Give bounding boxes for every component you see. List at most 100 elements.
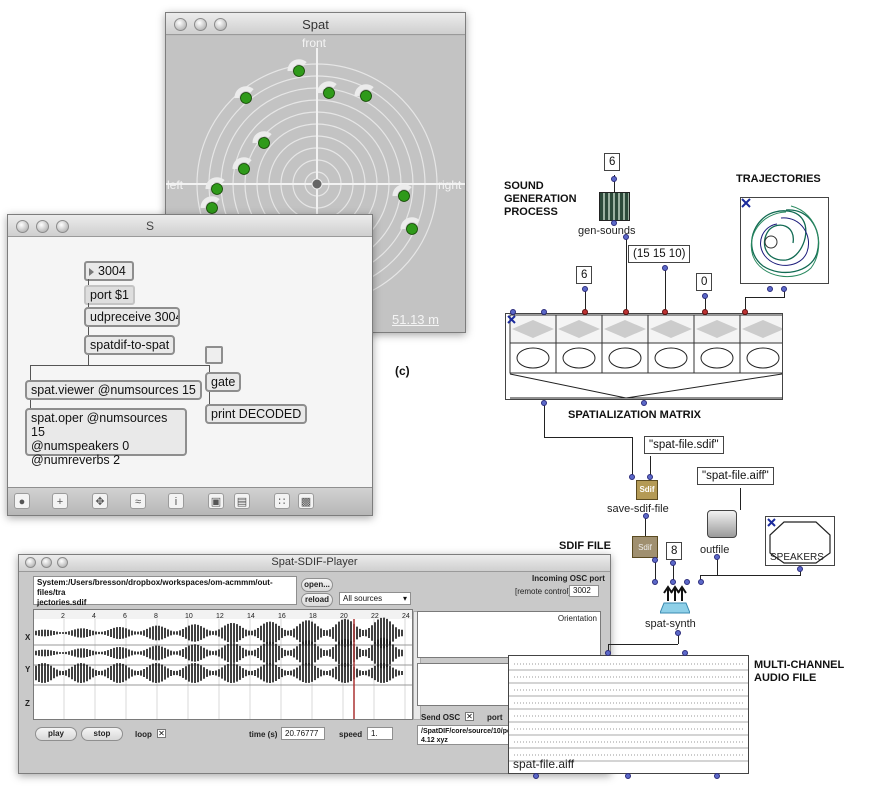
move-icon[interactable]: ✥ [92,493,108,509]
spat-synth-icon[interactable] [659,585,691,615]
trajectory-timeline[interactable]: 2 4 6 8 10 12 14 16 18 20 22 24 [33,609,413,720]
outlet[interactable] [643,513,649,519]
aperture-graph[interactable]: Aperture [417,663,601,706]
close-button[interactable] [25,557,36,568]
toggle-box[interactable] [205,346,223,364]
spat-oper-object[interactable]: spat.oper @numsources 15 @numspeakers 0 … [25,408,187,467]
input-box-6[interactable]: 6 [576,266,593,284]
outlet[interactable] [623,234,629,240]
sound-source [206,202,218,214]
grid-icon[interactable]: ∷ [274,493,290,509]
folder-icon[interactable] [707,510,737,538]
port-message[interactable]: port $1 [84,285,135,305]
sources-select[interactable]: All sources ▾ [339,592,411,605]
inlet[interactable] [582,309,588,315]
print-object[interactable]: print DECODED [205,404,308,424]
file-path-field[interactable]: System:/Users/bresson/dropbox/workspaces… [33,576,297,607]
trajectories-editor[interactable] [740,197,829,284]
inlet[interactable] [541,309,547,315]
gen-sounds-icon[interactable] [599,192,630,221]
chart-icon[interactable]: ≈ [130,493,146,509]
number-box[interactable]: 3004 [84,261,134,281]
patcher-titlebar[interactable]: S [8,215,372,237]
player-titlebar[interactable]: Spat-SDIF-Player [19,555,610,572]
inlet[interactable] [510,309,516,315]
inlet[interactable] [652,579,658,585]
timeline-graph[interactable]: 2 4 6 8 10 12 14 16 18 20 22 24 [34,610,412,719]
input-box-0[interactable]: 0 [696,273,713,291]
close-button[interactable] [16,220,29,233]
outlet[interactable] [714,773,720,779]
inlet[interactable] [682,650,688,656]
outlet[interactable] [625,773,631,779]
input-box-list[interactable]: (15 15 10) [628,245,691,263]
inlet[interactable] [647,474,653,480]
right-label: right [438,178,462,192]
time-field[interactable]: 20.76777 [281,727,325,740]
speakers-editor[interactable]: SPEAKERS [765,516,835,566]
outlet[interactable] [541,400,547,406]
window-icon[interactable]: ▣ [208,493,224,509]
sdif-file-box[interactable]: Sdif [632,536,658,558]
outlet[interactable] [702,293,708,299]
stop-button[interactable]: stop [81,727,123,741]
minimize-button[interactable] [194,18,207,31]
minimize-button[interactable] [41,557,52,568]
spatdif-to-spat-object[interactable]: spatdif-to-spat [84,335,176,355]
outlet[interactable] [582,286,588,292]
outlet[interactable] [611,220,617,226]
reload-button[interactable]: reload [301,593,333,607]
timeline-tick-label: 14 [247,613,255,620]
inlet[interactable] [670,579,676,585]
outlet[interactable] [781,286,787,292]
sdif-filename-input[interactable]: "spat-file.sdif" [644,436,724,454]
outlet[interactable] [675,630,681,636]
orientation-graph[interactable]: Orientation [417,611,601,658]
gen-count-input[interactable]: 6 [604,153,621,171]
inlet[interactable] [611,176,617,182]
sdif-icon[interactable]: Sdif [636,480,658,500]
save-sdif-name: save-sdif-file [607,503,669,515]
outlet[interactable] [641,400,647,406]
plus-icon[interactable]: + [52,493,68,509]
send-inits-button[interactable]: send inits [551,709,601,723]
speed-field[interactable]: 1. [367,727,393,740]
channels-input[interactable]: 8 [666,542,683,560]
sound-source [238,163,250,175]
aiff-filename-input[interactable]: "spat-file.aiff" [697,467,774,485]
inlet[interactable] [662,309,668,315]
window-icon[interactable]: ▤ [234,493,250,509]
outlet[interactable] [670,560,676,566]
figure-label: (c) [395,364,410,378]
remote-port-field[interactable]: 3002 [569,585,599,597]
info-icon[interactable]: i [168,493,184,509]
inlet[interactable] [698,579,704,585]
spat-viewer-object[interactable]: spat.viewer @numsources 15 [25,380,202,400]
minimize-button[interactable] [36,220,49,233]
lock-icon[interactable]: ● [14,493,30,509]
inlet[interactable] [629,474,635,480]
outlet[interactable] [767,286,773,292]
inlet[interactable] [684,579,690,585]
loop-checkbox[interactable]: ✕ [157,729,166,738]
zoom-button[interactable] [57,557,68,568]
open-button[interactable]: open... [301,578,333,592]
gate-object[interactable]: gate [205,372,242,392]
udpreceive-object[interactable]: udpreceive 3004 [84,307,180,327]
outlet[interactable] [797,566,803,572]
play-button[interactable]: play [35,727,77,741]
send-osc-checkbox[interactable]: ✕ [465,712,474,721]
zoom-button[interactable] [214,18,227,31]
outlet[interactable] [714,554,720,560]
spat-titlebar[interactable]: Spat [166,13,465,35]
zoom-button[interactable] [56,220,69,233]
spatialization-matrix[interactable] [505,313,787,400]
inlet[interactable] [702,309,708,315]
snap-icon[interactable]: ▩ [298,493,314,509]
inlet[interactable] [623,309,629,315]
inlet[interactable] [742,309,748,315]
outlet[interactable] [652,557,658,563]
outlet[interactable] [662,265,668,271]
osc-port-field[interactable]: 3004 [509,710,545,722]
close-button[interactable] [174,18,187,31]
